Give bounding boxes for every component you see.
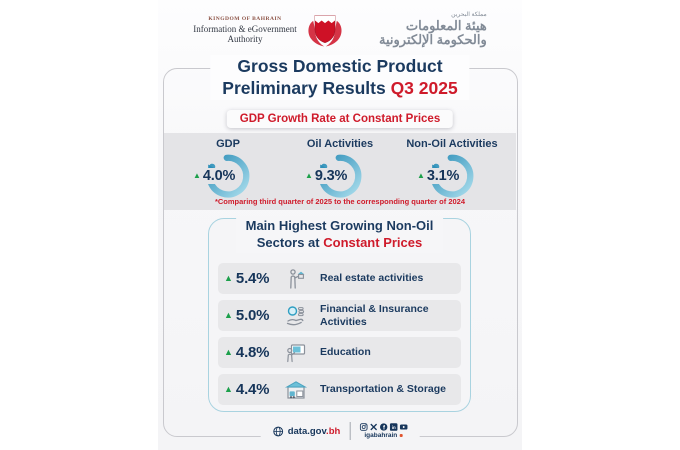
growth-panel: GDP ▲ 4.0% Oil Activitie (164, 133, 516, 210)
sector-row-education: ▲ 4.8% Education (218, 337, 461, 368)
trend-up-icon: ▲ (224, 273, 233, 283)
sector-row-financial: ▲ 5.0% Financial & Insurance Activities (218, 300, 461, 331)
org-name-english: KINGDOM OF BAHRAIN Information & eGovern… (193, 16, 296, 43)
website-tld: .bh (326, 425, 341, 437)
sector-value: 4.8% (235, 344, 270, 361)
trend-up-icon: ▲ (224, 384, 233, 394)
trend-up-icon: ▲ (224, 310, 233, 320)
growth-rate-badge: GDP Growth Rate at Constant Prices (226, 110, 454, 128)
sector-label: Financial & Insurance Activities (320, 302, 429, 328)
sectors-title-line2: Sectors at Constant Prices (256, 234, 423, 250)
sector-value-wrap: ▲ 5.0% (224, 307, 282, 324)
sector-row-transportation: ▲ 4.4% Transportation & Storage (218, 374, 461, 405)
sector-label: Transportation & Storage (320, 383, 447, 396)
trend-up-icon: ▲ (193, 171, 201, 180)
sector-label: Real estate activities (320, 272, 424, 285)
sectors-title-line1: Main Highest Growing Non-Oil (245, 218, 434, 233)
kingdom-label: KINGDOM OF BAHRAIN (208, 16, 282, 23)
handle-badge-icon (399, 434, 403, 437)
sector-value-wrap: ▲ 4.8% (224, 344, 282, 361)
trend-up-icon: ▲ (305, 171, 313, 180)
social-handle: igabahrain (364, 432, 403, 439)
sector-rows: ▲ 5.4% Real estate activities ▲ (218, 263, 461, 411)
gauge-oil: ▲ 9.3% (303, 151, 365, 201)
social-icons: f in (359, 423, 408, 431)
title-line1: Gross Domestic Product (237, 56, 443, 76)
org-name-arabic: مملكة البحرين هيئة المعلومات والحكومة ال… (353, 12, 487, 47)
gauge-gdp: ▲ 4.0% (191, 151, 253, 201)
sector-value-wrap: ▲ 4.4% (224, 381, 282, 398)
website-text: data.gov.bh (287, 425, 341, 437)
transportation-storage-icon (284, 380, 308, 399)
financial-insurance-icon (286, 305, 305, 325)
sector-value-wrap: ▲ 5.4% (224, 270, 282, 287)
svg-text:f: f (383, 425, 386, 431)
growth-value: 9.3% (314, 168, 348, 184)
comparison-footnote: *Comparing third quarter of 2025 to the … (214, 197, 466, 206)
org-name-line2: Authority (227, 33, 263, 44)
growth-item-nonoil: Non-Oil Activities ▲ 3.1% (396, 138, 508, 201)
org-name-line1: Information & eGovernment (193, 23, 297, 34)
sector-value: 4.4% (235, 381, 270, 398)
growth-item-gdp: GDP ▲ 4.0% (172, 138, 284, 201)
iga-logo: KINGDOM OF BAHRAIN Information & eGovern… (165, 7, 515, 53)
growth-label: Non-Oil Activities (406, 138, 498, 150)
gauge-nonoil: ▲ 3.1% (415, 151, 477, 201)
growth-value: 3.1% (426, 168, 460, 184)
arabic-org-name: هيئة المعلومات والحكومة الإلكترونية (379, 18, 487, 48)
trend-up-icon: ▲ (224, 347, 233, 357)
education-icon (287, 343, 306, 362)
trend-up-icon: ▲ (417, 171, 425, 180)
growth-value-wrap: ▲ 9.3% (303, 168, 350, 184)
growth-label: GDP (216, 138, 240, 150)
growth-value-wrap: ▲ 4.0% (191, 168, 238, 184)
facebook-icon: f (379, 423, 387, 431)
bahrain-emblem-icon (308, 15, 342, 47)
social-block: f in igabahrain (359, 423, 408, 439)
growth-value: 4.0% (202, 168, 236, 184)
title-quarter: Q3 2025 (390, 78, 458, 99)
sectors-title: Main Highest Growing Non-Oil Sectors at … (235, 216, 444, 253)
linkedin-icon: in (389, 423, 398, 431)
x-icon (369, 423, 377, 431)
page-title: Gross Domestic Product Preliminary Resul… (210, 55, 470, 100)
real-estate-icon (290, 268, 305, 289)
footer: data.gov.bh f in (260, 420, 420, 442)
growth-value-wrap: ▲ 3.1% (415, 168, 462, 184)
title-line2: Preliminary Results Q3 2025 (222, 78, 458, 99)
sector-label: Education (320, 346, 371, 359)
youtube-icon (399, 424, 408, 430)
sectors-panel: Main Highest Growing Non-Oil Sectors at … (208, 216, 471, 412)
svg-text:in: in (391, 425, 395, 430)
globe-icon (273, 426, 284, 436)
footer-divider (349, 422, 351, 440)
sector-row-real-estate: ▲ 5.4% Real estate activities (218, 263, 461, 294)
arabic-kingdom-label: مملكة البحرين (451, 12, 487, 19)
website-link: data.gov.bh (273, 425, 341, 437)
instagram-icon (359, 423, 368, 431)
growth-item-oil: Oil Activities ▲ 9.3% (284, 138, 396, 201)
sector-value: 5.4% (235, 270, 270, 287)
sector-value: 5.0% (235, 307, 270, 324)
sectors-title-highlight: Constant Prices (323, 234, 423, 250)
growth-label: Oil Activities (306, 138, 374, 150)
